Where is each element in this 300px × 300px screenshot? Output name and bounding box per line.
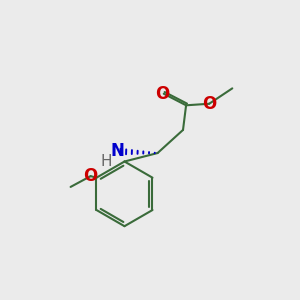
- Text: H: H: [100, 154, 112, 169]
- Text: O: O: [202, 95, 216, 113]
- Text: O: O: [155, 85, 169, 103]
- Text: N: N: [111, 142, 124, 160]
- Text: O: O: [83, 167, 98, 185]
